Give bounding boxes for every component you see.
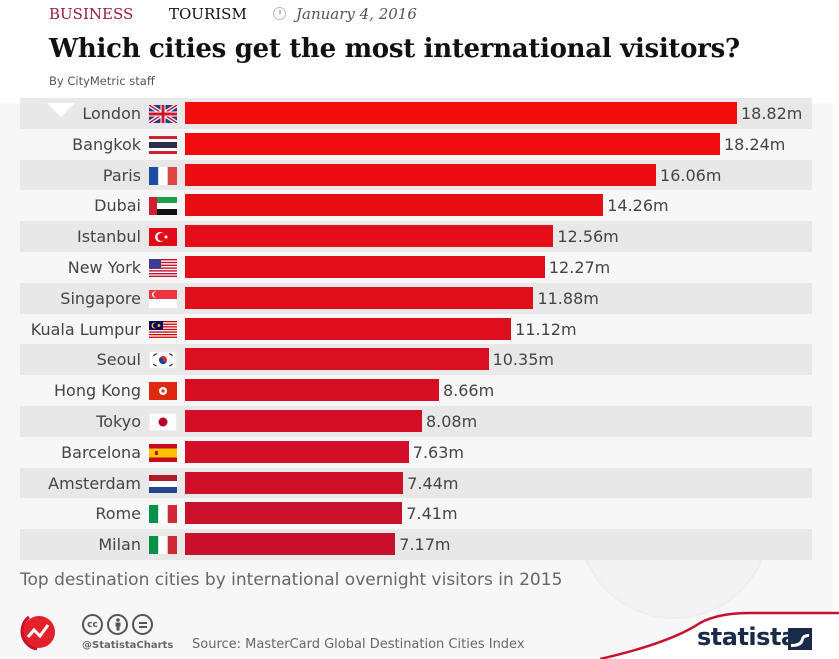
bar xyxy=(185,132,720,155)
flag-thailand-icon xyxy=(149,135,177,154)
value-label: 7.44m xyxy=(407,473,459,493)
value-label: 8.66m xyxy=(442,381,495,401)
bar xyxy=(185,102,737,124)
value-label: 7.41m xyxy=(406,504,458,524)
city-label: Bangkok xyxy=(72,134,141,154)
flag-netherlands-icon xyxy=(149,474,177,493)
statista-logo-icon xyxy=(788,628,812,650)
bar xyxy=(185,348,489,371)
attribution-icon xyxy=(107,614,128,635)
city-label: Seoul xyxy=(96,350,141,370)
chart-row: Bangkok 18.24m xyxy=(20,128,812,160)
flag-usa-icon xyxy=(149,259,177,277)
byline[interactable]: By CityMetric staff xyxy=(49,74,155,88)
cc-icon: cc xyxy=(82,614,103,635)
bar xyxy=(185,379,439,402)
value-label: 18.24m xyxy=(723,134,786,154)
city-label: Paris xyxy=(102,165,141,185)
city-label: Kuala Lumpur xyxy=(30,319,141,339)
flag-uae-icon xyxy=(149,197,177,216)
chart-row: London 18.82m xyxy=(20,98,812,129)
date-text: January 4, 2016 xyxy=(296,5,417,23)
bar xyxy=(185,440,409,463)
chart-row: Istanbul 12.56m xyxy=(20,221,812,252)
city-label: Barcelona xyxy=(61,442,141,462)
chart-row: Paris 16.06m xyxy=(20,159,812,191)
value-label: 16.06m xyxy=(660,165,722,185)
bar xyxy=(185,286,534,309)
city-label: New York xyxy=(67,258,141,277)
city-label: Singapore xyxy=(60,288,141,308)
flag-turkey-icon xyxy=(149,228,177,247)
value-label: 7.63m xyxy=(412,442,464,462)
value-label: 14.26m xyxy=(607,196,669,216)
bar xyxy=(185,471,404,494)
bar xyxy=(185,317,512,340)
bar xyxy=(185,194,604,217)
statista-handle[interactable]: @StatistaCharts xyxy=(82,640,174,651)
value-label: 11.88m xyxy=(537,288,599,308)
chart-row: Hong Kong 8.66m xyxy=(20,375,812,406)
value-label: 11.12m xyxy=(515,319,577,339)
article-title: Which cities get the most international … xyxy=(49,34,740,64)
value-label: 7.17m xyxy=(399,535,451,555)
city-label: Dubai xyxy=(94,196,141,216)
clock-icon xyxy=(273,7,286,20)
chart-row: Kuala Lumpur 11.12m xyxy=(20,313,812,345)
chart-row: Milan 7.17m xyxy=(20,529,812,560)
chart-row: Dubai 14.26m xyxy=(20,190,812,222)
value-label: 12.27m xyxy=(548,258,611,277)
chart-caption: Top destination cities by international … xyxy=(20,570,563,590)
category-tourism-link[interactable]: TOURISM xyxy=(169,5,247,23)
source-note: Source: MasterCard Global Destination Ci… xyxy=(192,637,525,652)
bar xyxy=(185,225,554,248)
flag-france-icon xyxy=(149,166,177,185)
city-label: Milan xyxy=(98,535,141,555)
no-derivatives-icon xyxy=(132,614,153,635)
footer-swoosh xyxy=(600,611,839,659)
value-label: 10.35m xyxy=(492,350,554,370)
statista-brand[interactable]: statista xyxy=(697,623,797,651)
chart-row: New York 12.27m xyxy=(20,252,812,283)
city-label: Tokyo xyxy=(96,412,141,431)
publish-date: January 4, 2016 xyxy=(273,5,417,23)
article-header: BUSINESS TOURISM January 4, 2016 Which c… xyxy=(0,0,839,103)
statista-charts-logo[interactable] xyxy=(19,612,57,650)
value-label: 18.82m xyxy=(740,104,803,123)
city-label: Istanbul xyxy=(76,227,141,247)
chart-row: Seoul 10.35m xyxy=(20,344,812,376)
chart-row: Tokyo 8.08m xyxy=(20,406,812,437)
category-business-link[interactable]: BUSINESS xyxy=(49,5,134,23)
city-label: London xyxy=(82,104,141,123)
chart-row: Rome 7.41m xyxy=(20,498,812,530)
flag-south-korea-icon xyxy=(149,351,177,370)
city-label: Amsterdam xyxy=(48,473,141,493)
flag-spain-icon xyxy=(149,443,177,462)
flag-hong-kong-icon xyxy=(149,382,177,401)
city-label: Rome xyxy=(95,504,141,524)
chart-row: Barcelona 7.63m xyxy=(20,436,812,468)
chart-row: Amsterdam 7.44m xyxy=(20,467,812,499)
bar xyxy=(185,163,657,186)
flag-singapore-icon xyxy=(149,289,177,308)
bar xyxy=(185,256,545,278)
city-label: Hong Kong xyxy=(54,381,141,401)
infographic: London 18.82m Bangkok 18.24m Paris 16.06m Duba… xyxy=(0,98,833,659)
flag-uk-icon xyxy=(149,105,177,123)
chart-row: Singapore 11.88m xyxy=(20,282,812,314)
bar xyxy=(185,502,403,525)
flag-italy-icon xyxy=(149,505,177,524)
flag-malaysia-icon xyxy=(149,320,177,339)
bar xyxy=(185,410,422,432)
bar xyxy=(185,533,396,556)
value-label: 12.56m xyxy=(557,227,619,247)
flag-italy-icon xyxy=(149,536,177,555)
flag-japan-icon xyxy=(149,413,177,431)
header-notch xyxy=(47,103,75,117)
creative-commons-icons: cc xyxy=(82,614,153,635)
value-label: 8.08m xyxy=(425,412,478,431)
